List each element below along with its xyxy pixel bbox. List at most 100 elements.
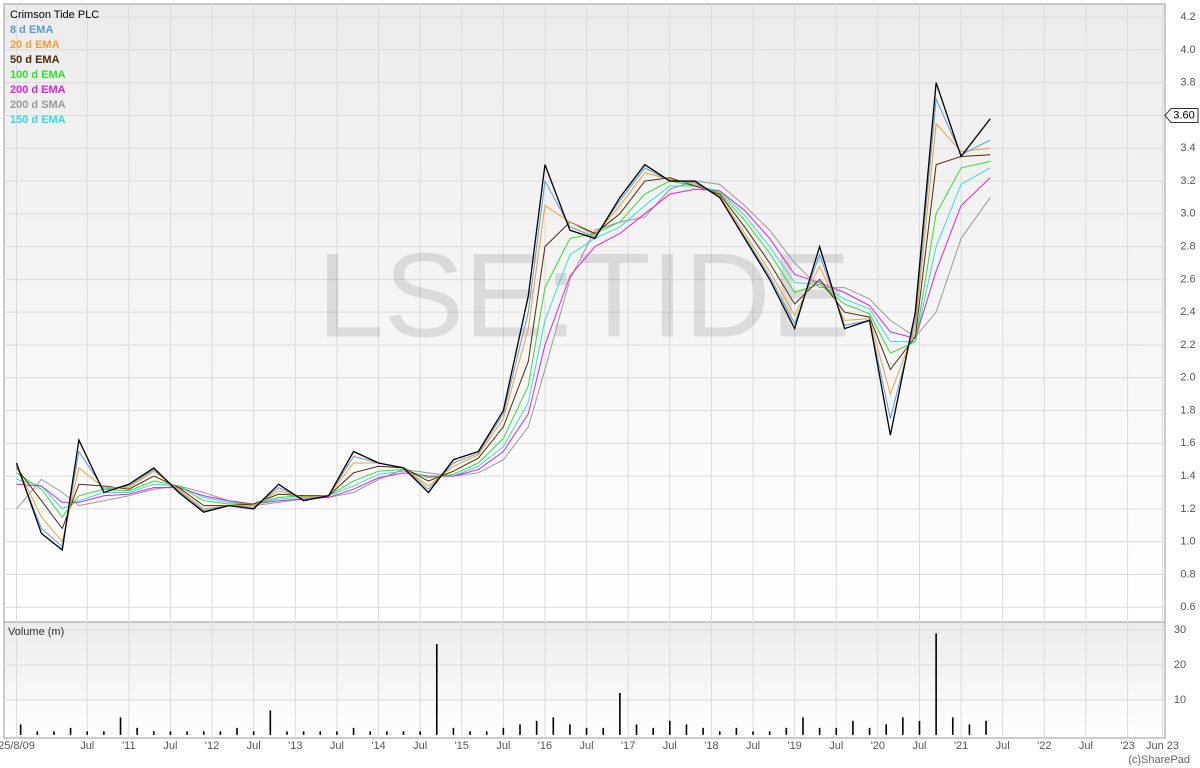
volume-bar <box>619 692 621 735</box>
y-tick-label: 2.0 <box>1180 372 1195 384</box>
volume-bar <box>219 731 222 735</box>
series-line <box>16 180 991 510</box>
volume-bar <box>902 717 904 735</box>
x-tick-label: Jul <box>496 740 510 752</box>
y-tick-label: 4.0 <box>1180 44 1195 56</box>
volume-bar <box>236 727 238 735</box>
x-tick-label: '15 <box>455 740 469 752</box>
volume-bar <box>86 731 89 735</box>
y-tick-label: 0.8 <box>1180 568 1195 580</box>
x-tick-label: Jul <box>1079 740 1093 752</box>
x-tick-label: 25/8/09 <box>0 740 35 752</box>
y-tick-label: 3.4 <box>1180 142 1195 154</box>
x-tick-label: '16 <box>538 740 552 752</box>
last-price-label: 3.60 <box>1173 109 1194 121</box>
y-tick-label: 30 <box>1174 624 1186 636</box>
x-tick-label: Jul <box>163 740 177 752</box>
volume-bar <box>635 724 638 735</box>
volume-bar <box>818 727 821 735</box>
y-tick-label: 2.6 <box>1180 273 1195 285</box>
volume-bar <box>435 644 438 735</box>
volume-bar <box>119 717 122 735</box>
x-tick-label: '11 <box>122 740 136 752</box>
x-tick-label: '18 <box>704 740 718 752</box>
legend-entry: 50 d EMA <box>10 54 60 66</box>
volume-bar <box>669 720 671 735</box>
volume-bar <box>968 724 971 735</box>
y-tick-label: 1.0 <box>1180 536 1195 548</box>
volume-bar <box>552 717 555 735</box>
volume-bar <box>369 731 371 735</box>
volume-bar <box>153 731 155 735</box>
y-tick-label: 3.2 <box>1180 175 1195 187</box>
volume-bar <box>19 724 22 735</box>
volume-bar <box>685 724 688 735</box>
x-tick-label: Jul <box>80 740 94 752</box>
y-tick-label: 0.6 <box>1180 601 1195 613</box>
legend-entry: 200 d EMA <box>10 84 66 96</box>
series-line <box>15 82 991 552</box>
volume-bar <box>169 731 172 735</box>
volume-bar <box>768 731 771 735</box>
legend-entry: 20 d EMA <box>10 39 60 51</box>
x-tick-label: Jul <box>247 740 261 752</box>
volume-bar <box>53 731 55 735</box>
volume-bar <box>336 731 338 735</box>
volume-bar <box>652 727 654 735</box>
x-tick-label: '17 <box>621 740 635 752</box>
volume-bar <box>718 731 721 735</box>
volume-bar <box>469 731 471 735</box>
volume-bar <box>569 724 571 735</box>
volume-bar <box>319 731 322 735</box>
y-tick-label: 1.2 <box>1180 503 1195 515</box>
x-tick-label: Jul <box>829 740 843 752</box>
x-tick-label: Jul <box>330 740 344 752</box>
volume-bar <box>485 731 488 735</box>
volume-bar <box>602 727 605 735</box>
x-tick-label: '20 <box>871 740 885 752</box>
volume-bar <box>502 727 505 735</box>
x-tick-label: Jul <box>413 740 427 752</box>
y-tick-label: 3.0 <box>1180 208 1195 220</box>
volume-bar <box>852 720 854 735</box>
x-tick-label: '21 <box>954 740 968 752</box>
volume-bar <box>802 717 804 735</box>
x-tick-label: '14 <box>371 740 385 752</box>
volume-bar <box>286 731 288 735</box>
y-tick-label: 4.2 <box>1180 11 1195 23</box>
x-tick-label: Jul <box>996 740 1010 752</box>
volume-bar <box>186 731 188 735</box>
last-price-box <box>1164 107 1199 123</box>
volume-bar <box>136 727 138 735</box>
x-tick-label: Jul <box>912 740 926 752</box>
y-tick-label: 2.8 <box>1180 241 1195 253</box>
x-tick-label: '19 <box>787 740 801 752</box>
x-tick-label: '13 <box>288 740 302 752</box>
volume-bar <box>269 710 272 735</box>
y-tick-label: 10 <box>1174 694 1186 706</box>
volume-bar <box>519 724 521 735</box>
volume-bar <box>868 727 871 735</box>
volume-bar <box>252 731 255 735</box>
series-line <box>16 177 991 505</box>
volume-bar <box>752 731 754 735</box>
volume-bar <box>835 727 838 735</box>
y-tick-label: 1.4 <box>1180 470 1195 482</box>
volume-bar <box>935 633 937 735</box>
legend-entry: 150 d EMA <box>10 114 66 126</box>
volume-bar <box>69 727 72 735</box>
volume-bar <box>535 720 538 735</box>
x-tick-label: '23 <box>1120 740 1134 752</box>
legend-entry: 200 d SMA <box>10 99 66 111</box>
volume-bar <box>402 731 405 735</box>
x-tick-label: Jul <box>746 740 760 752</box>
y-tick-label: 1.8 <box>1180 404 1195 416</box>
volume-bar <box>585 727 588 735</box>
x-tick-label: Jun 23 <box>1146 740 1179 752</box>
x-tick-label: Jul <box>663 740 677 752</box>
volume-bar <box>452 727 455 735</box>
volume-bar <box>36 731 39 735</box>
legend-entry: 8 d EMA <box>10 24 53 36</box>
x-tick-label: Jul <box>580 740 594 752</box>
